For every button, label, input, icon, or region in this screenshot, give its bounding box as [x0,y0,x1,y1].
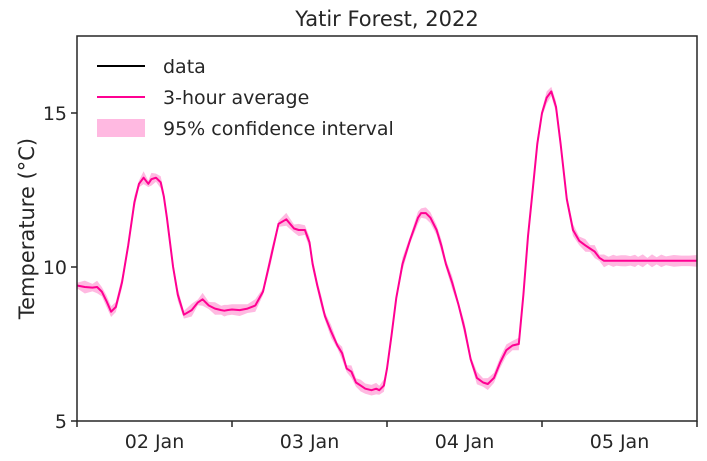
x-tick-label: 02 Jan [125,431,185,453]
legend-swatch-ci [97,119,145,137]
x-axis: 02 Jan 03 Jan 04 Jan 05 Jan [76,421,698,453]
series-lines [76,90,697,392]
legend-entry-label: data [163,56,206,78]
chart-title: Yatir Forest, 2022 [294,7,478,31]
y-tick-label: 10 [43,257,67,279]
x-tick-label: 05 Jan [590,431,650,453]
legend-entry-label: 3-hour average [163,87,309,109]
legend-entry-label: 95% confidence interval [163,118,394,140]
y-tick-label: 5 [55,411,67,433]
y-axis: 5 10 15 [43,103,77,433]
x-tick-label: 04 Jan [435,431,495,453]
y-axis-label: Temperature (°C) [15,138,39,320]
y-tick-label: 15 [43,103,67,125]
series-line-3-hour-average [76,90,697,392]
legend: data 3-hour average 95% confidence interva… [97,56,394,140]
x-tick-label: 03 Jan [280,431,340,453]
